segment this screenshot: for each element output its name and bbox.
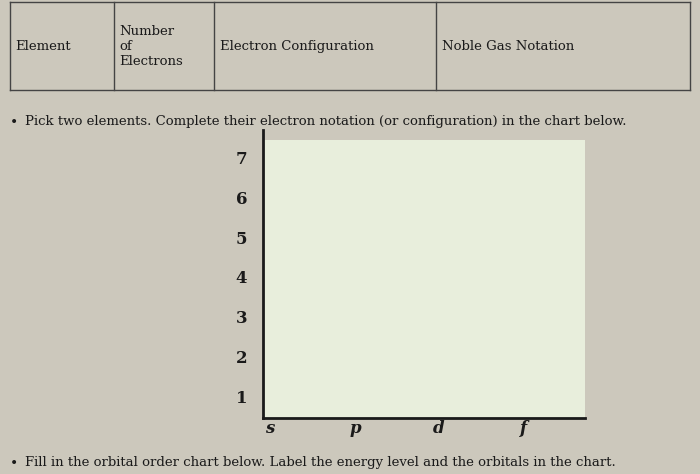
Text: Number
of
Electrons: Number of Electrons	[120, 25, 183, 68]
Text: 1: 1	[236, 390, 247, 407]
Text: 5: 5	[236, 231, 247, 248]
Text: •: •	[10, 456, 18, 470]
Text: Element: Element	[15, 40, 71, 53]
Text: Noble Gas Notation: Noble Gas Notation	[442, 40, 574, 53]
Text: 6: 6	[236, 191, 247, 208]
Text: d: d	[433, 420, 444, 437]
Text: Pick two elements. Complete their electron notation (or configuration) in the ch: Pick two elements. Complete their electr…	[25, 115, 626, 128]
Text: 4: 4	[236, 271, 247, 287]
Text: •: •	[10, 115, 18, 129]
Text: Electron Configuration: Electron Configuration	[220, 40, 374, 53]
Text: Fill in the orbital order chart below. Label the energy level and the orbitals i: Fill in the orbital order chart below. L…	[25, 456, 616, 469]
Text: 7: 7	[236, 151, 247, 168]
Text: f: f	[520, 420, 527, 437]
Text: p: p	[349, 420, 360, 437]
Bar	[263, 140, 584, 418]
Text: 3: 3	[236, 310, 247, 327]
Text: s: s	[265, 420, 274, 437]
Text: 2: 2	[236, 350, 247, 367]
